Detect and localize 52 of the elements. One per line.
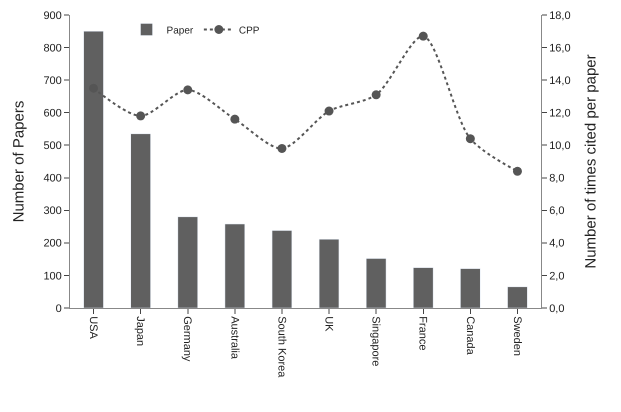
y-tick-label: 300 xyxy=(43,205,62,218)
y2-tick-label: 16,0 xyxy=(549,42,571,54)
point xyxy=(183,85,192,94)
y-tick-label: 900 xyxy=(43,10,62,22)
x-tick-label: USA xyxy=(86,316,99,340)
bar xyxy=(130,134,151,308)
point xyxy=(324,106,334,116)
y-axis-title: Number of Papers xyxy=(10,100,28,222)
bar xyxy=(460,268,480,308)
x-tick-label: Singapore xyxy=(370,316,382,366)
legend-label: CPP xyxy=(238,25,260,36)
point xyxy=(136,111,146,120)
point xyxy=(277,144,286,153)
point xyxy=(372,90,381,100)
y-tick-label: 0 xyxy=(56,302,62,315)
y2-tick-label: 2,0 xyxy=(549,270,564,282)
x-tick-label: Japan xyxy=(134,316,146,346)
y2-tick-label: 12,0 xyxy=(549,108,571,120)
bar xyxy=(318,239,340,308)
x-tick-label: Canada xyxy=(464,316,476,356)
legend-label: Paper xyxy=(166,25,194,36)
y-tick-label: 700 xyxy=(43,74,62,87)
bar xyxy=(507,286,528,308)
point xyxy=(230,114,240,124)
point xyxy=(512,166,522,176)
bar xyxy=(366,258,386,308)
y2-tick-label: 6,0 xyxy=(549,205,564,218)
y-tick-label: 800 xyxy=(43,42,62,54)
bar xyxy=(413,267,434,308)
y-tick-label: 500 xyxy=(43,140,62,152)
y2-axis-title: Number of times cited per paper xyxy=(582,54,600,269)
x-tick-label: South Korea xyxy=(275,316,288,378)
point xyxy=(418,32,428,41)
bar xyxy=(272,230,292,308)
y2-tick-label: 10,0 xyxy=(549,140,571,152)
y2-tick-label: 8,0 xyxy=(549,172,564,185)
x-tick-label: Australia xyxy=(228,316,240,360)
y-tick-label: 400 xyxy=(43,172,62,185)
point xyxy=(466,134,475,144)
bar xyxy=(178,216,198,308)
bar xyxy=(224,224,245,308)
x-tick-label: Germany xyxy=(181,316,194,362)
x-tick-label: France xyxy=(416,316,429,350)
y-tick-label: 100 xyxy=(43,270,62,282)
x-tick-label: UK xyxy=(322,316,334,332)
y2-tick-label: 4,0 xyxy=(549,238,564,250)
y2-tick-label: 0,0 xyxy=(549,302,564,315)
y-tick-label: 600 xyxy=(43,108,62,120)
y2-tick-label: 14,0 xyxy=(549,74,571,87)
y2-tick-label: 18,0 xyxy=(549,10,571,22)
y-tick-label: 200 xyxy=(43,238,62,250)
x-tick-label: Sweden xyxy=(510,316,523,356)
